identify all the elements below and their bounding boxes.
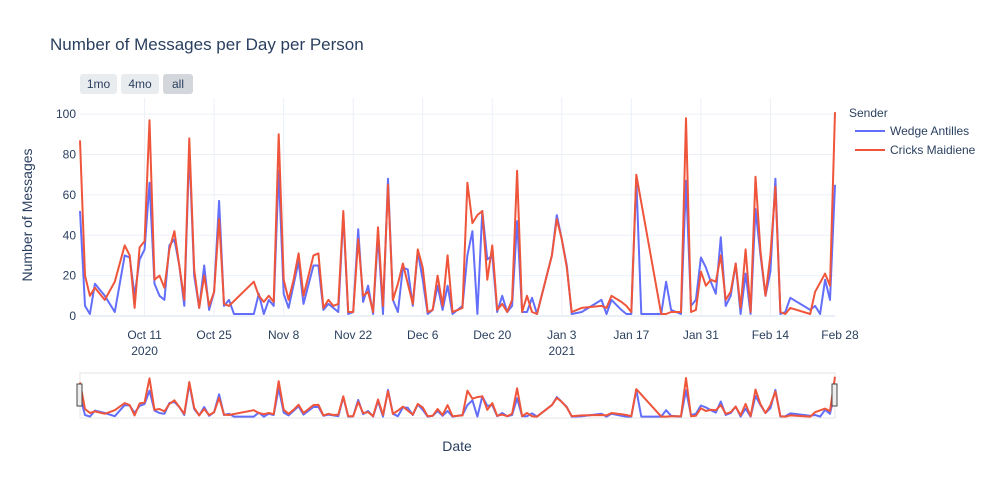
series-line-cricks-maidiene [79, 112, 836, 315]
plot-area[interactable] [79, 112, 836, 315]
x-axis-ticks: Oct 11 2020 Oct 25 Nov 8 Nov 22 Dec 6 Dec 20 Ja… [127, 328, 859, 358]
range-slider-left-handle[interactable] [76, 383, 83, 407]
x-axis-title: Date [442, 438, 472, 454]
y-tick-label: 40 [63, 228, 77, 242]
y-tick-label: 60 [63, 188, 77, 202]
x-tick-label: Nov 8 [268, 328, 300, 342]
legend-item-wedge-antilles[interactable]: Wedge Antilles [855, 124, 969, 138]
range-slider-preview [79, 376, 836, 418]
y-tick-label: 0 [69, 309, 76, 323]
y-axis-ticks: 0 20 40 60 80 100 [56, 107, 76, 323]
legend: Sender Wedge Antilles Cricks Maidiene [849, 106, 976, 157]
range-button-1mo[interactable]: 1mo [80, 74, 117, 94]
range-button-all[interactable]: all [163, 74, 193, 94]
range-button-label: 1mo [87, 77, 111, 91]
y-axis-title: Number of Messages [19, 148, 35, 281]
x-tick-label: Jan 31 [683, 328, 719, 342]
chart-title: Number of Messages per Day per Person [50, 35, 364, 54]
range-button-label: 4mo [128, 77, 152, 91]
range-selector: 1mo 4mo all [80, 74, 193, 94]
x-tick-label: Jan 3 [547, 328, 577, 342]
gridlines [80, 98, 835, 317]
legend-title: Sender [849, 106, 888, 120]
legend-label: Cricks Maidiene [890, 143, 976, 157]
x-tick-year-label: 2021 [548, 344, 575, 358]
x-tick-label: Nov 22 [334, 328, 372, 342]
y-tick-label: 80 [63, 148, 77, 162]
y-tick-label: 100 [56, 107, 76, 121]
range-button-4mo[interactable]: 4mo [121, 74, 159, 94]
y-tick-label: 20 [63, 269, 77, 283]
range-button-label: all [172, 77, 184, 91]
slider-line-cricks-maidiene [79, 376, 836, 418]
x-tick-label: Feb 14 [752, 328, 790, 342]
x-tick-label: Feb 28 [821, 328, 859, 342]
x-tick-label: Dec 20 [473, 328, 511, 342]
x-tick-label: Oct 25 [196, 328, 232, 342]
legend-label: Wedge Antilles [890, 124, 969, 138]
series-line-wedge-antilles [79, 147, 836, 315]
range-slider-background [79, 372, 836, 419]
x-tick-year-label: 2020 [131, 344, 158, 358]
x-tick-label: Jan 17 [613, 328, 649, 342]
legend-item-cricks-maidiene[interactable]: Cricks Maidiene [855, 143, 976, 157]
range-slider-right-handle[interactable] [831, 383, 838, 407]
x-tick-label: Dec 6 [407, 328, 439, 342]
x-tick-label: Oct 11 [127, 328, 162, 342]
range-slider[interactable] [76, 372, 838, 419]
